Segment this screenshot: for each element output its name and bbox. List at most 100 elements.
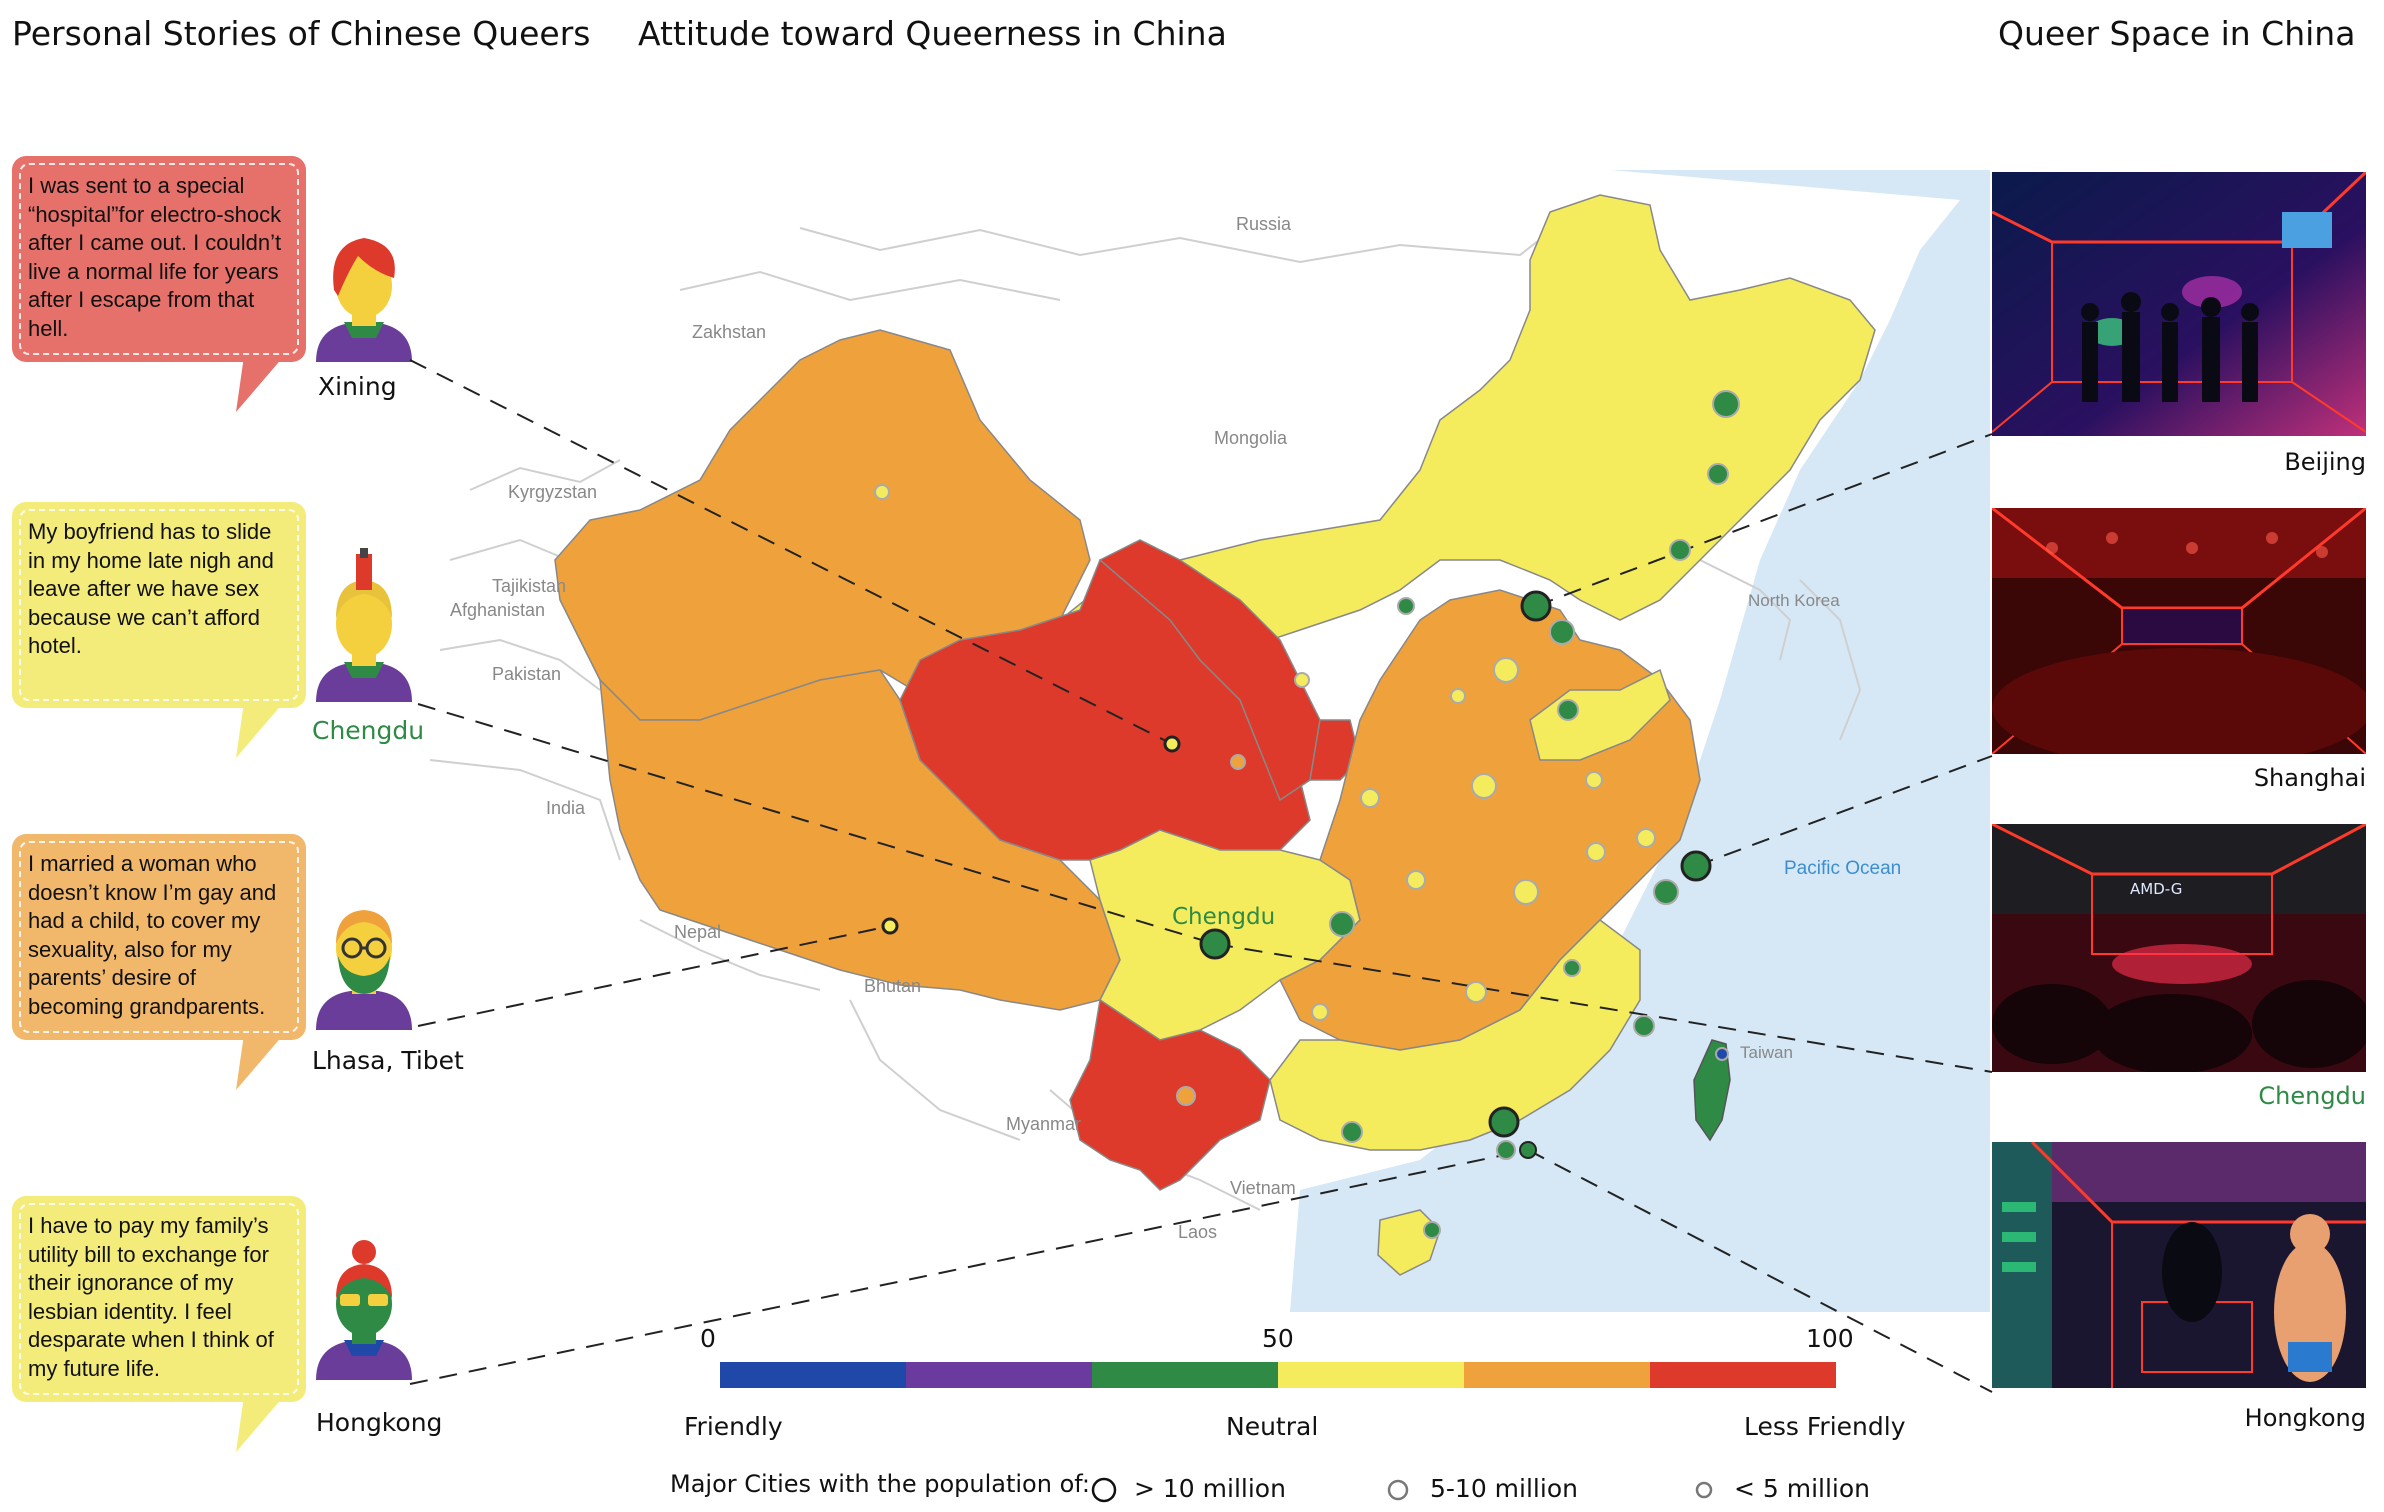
story-text: I married a woman who doesn’t know I’m g… — [28, 851, 277, 1019]
city-marker — [1712, 390, 1740, 418]
bubble-tail — [236, 1396, 284, 1452]
club-sign: AMD-G — [2130, 880, 2182, 898]
label-kyrgyzstan: Kyrgyzstan — [508, 482, 597, 502]
label-myanmar: Myanmar — [1006, 1114, 1081, 1134]
city-marker — [1450, 688, 1466, 704]
city-marker — [1397, 597, 1415, 615]
story-bubble-chengdu: My boyfriend has to slide in my home lat… — [12, 502, 306, 708]
colorbar-mid: 50 — [1262, 1324, 1294, 1353]
person-label-chengdu: Chengdu — [312, 716, 425, 745]
story-bubble-lhasa: I married a woman who doesn’t know I’m g… — [12, 834, 306, 1040]
population-small-label: < 5 million — [1734, 1474, 1871, 1503]
city-marker — [1488, 1106, 1520, 1138]
population-medium-icon — [1387, 1479, 1409, 1501]
city-marker — [1423, 1221, 1441, 1239]
story-text: My boyfriend has to slide in my home lat… — [28, 519, 274, 658]
city-marker — [1163, 735, 1181, 753]
colorbar-less-friendly: Less Friendly — [1744, 1412, 1906, 1441]
label-india: India — [546, 798, 586, 818]
city-marker — [1199, 928, 1231, 960]
city-marker — [1586, 842, 1606, 862]
city-marker — [1465, 981, 1487, 1003]
colorbar-segment — [906, 1362, 1092, 1388]
person-label-xining: Xining — [318, 372, 397, 401]
space-heading: Queer Space in China — [1998, 14, 2356, 53]
city-marker — [1557, 699, 1579, 721]
label-north-korea: North Korea — [1748, 591, 1840, 610]
label-pakistan: Pakistan — [492, 664, 561, 684]
photo-hongkong — [1992, 1142, 2366, 1388]
city-marker — [1669, 539, 1691, 561]
city-marker — [1471, 773, 1497, 799]
colorbar-segment — [1092, 1362, 1278, 1388]
story-bubble-xining: I was sent to a special “hospital”for el… — [12, 156, 306, 362]
person-label-hongkong: Hongkong — [316, 1408, 443, 1437]
bubble-tail — [236, 702, 284, 758]
photo-beijing — [1992, 172, 2366, 436]
city-marker — [1519, 1141, 1537, 1159]
map-heading: Attitude toward Queerness in China — [638, 14, 1227, 53]
city-marker — [1520, 590, 1552, 622]
photo-chengdu: AMD-G — [1992, 824, 2366, 1072]
avatar-lhasa — [316, 910, 412, 1030]
city-marker — [1496, 1140, 1516, 1160]
ocean — [1290, 170, 1990, 1312]
city-marker — [1360, 788, 1380, 808]
colorbar-max: 100 — [1806, 1324, 1854, 1353]
region-yunnan — [1069, 998, 1271, 1191]
label-bhutan: Bhutan — [864, 976, 921, 996]
population-large-label: > 10 million — [1134, 1474, 1286, 1503]
label-vietnam: Vietnam — [1230, 1178, 1296, 1198]
label-afghanistan: Afghanistan — [450, 600, 545, 620]
population-large-icon — [1091, 1477, 1117, 1503]
city-marker — [1230, 754, 1246, 770]
city-marker — [1329, 911, 1355, 937]
bubble-tail — [236, 1034, 284, 1090]
label-laos: Laos — [1178, 1222, 1217, 1242]
city-marker — [1715, 1047, 1729, 1061]
city-marker — [1549, 619, 1575, 645]
story-text: I was sent to a special “hospital”for el… — [28, 173, 282, 341]
population-legend-title: Major Cities with the population of: — [670, 1470, 1090, 1498]
label-nepal: Nepal — [674, 922, 721, 942]
label-russia: Russia — [1236, 214, 1292, 234]
region-south — [1269, 919, 1641, 1151]
region-qinghai — [899, 559, 1311, 861]
photo-label-chengdu: Chengdu — [2258, 1082, 2366, 1110]
colorbar-segment — [720, 1362, 906, 1388]
city-marker — [1341, 1121, 1363, 1143]
city-marker — [1563, 959, 1581, 977]
city-marker — [1294, 672, 1310, 688]
label-taiwan: Taiwan — [1740, 1043, 1793, 1062]
city-marker — [1585, 771, 1603, 789]
label-chengdu-map: Chengdu — [1172, 904, 1275, 930]
city-markers — [874, 390, 1740, 1239]
label-zakhstan: Zakhstan — [692, 322, 766, 342]
city-marker — [1653, 879, 1679, 905]
photo-label-beijing: Beijing — [2284, 448, 2366, 476]
story-bubble-hongkong: I have to pay my family’s utility bill t… — [12, 1196, 306, 1402]
colorbar-neutral: Neutral — [1226, 1412, 1319, 1441]
label-tajikistan: Tajikistan — [492, 576, 566, 596]
region-northeast — [1058, 194, 1876, 681]
city-marker — [1707, 463, 1729, 485]
city-marker — [1493, 657, 1519, 683]
city-marker — [1513, 879, 1539, 905]
stories-heading: Personal Stories of Chinese Queers — [12, 14, 591, 53]
city-marker — [1636, 828, 1656, 848]
avatar-xining — [316, 238, 412, 362]
population-small-icon — [1695, 1481, 1713, 1499]
city-marker — [1633, 1015, 1655, 1037]
label-mongolia: Mongolia — [1214, 428, 1288, 448]
city-marker — [881, 917, 899, 935]
colorbar-min: 0 — [700, 1324, 716, 1353]
person-label-lhasa: Lhasa, Tibet — [312, 1046, 464, 1075]
colorbar-segment — [1278, 1362, 1464, 1388]
photo-label-shanghai: Shanghai — [2253, 764, 2366, 792]
avatar-chengdu — [316, 548, 412, 702]
colorbar-segment — [1464, 1362, 1650, 1388]
avatar-hongkong — [316, 1240, 412, 1380]
colorbar-segment — [1650, 1362, 1836, 1388]
city-marker — [1680, 850, 1712, 882]
